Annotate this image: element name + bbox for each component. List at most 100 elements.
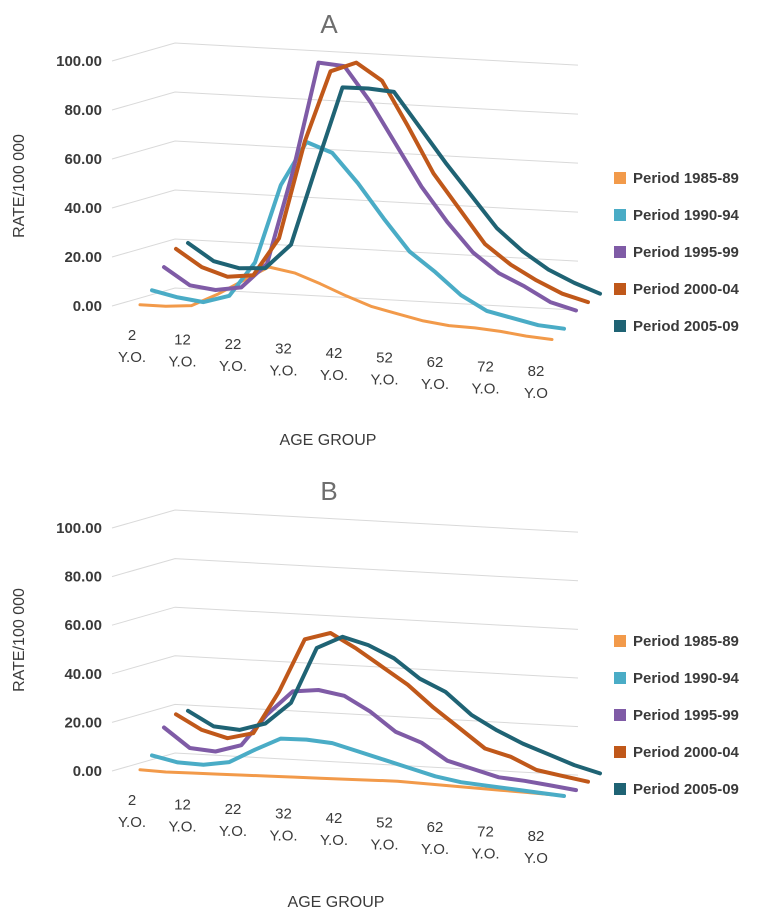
- legend-item: Period 1985-89: [614, 633, 739, 650]
- chart-a-y-tick-label: 0.00: [73, 298, 102, 315]
- category-number: 82: [528, 363, 545, 380]
- category-unit: Y.O.: [320, 367, 348, 384]
- chart-b-legend: Period 1985-89 Period 1990-94 Period 199…: [614, 633, 740, 798]
- category-number: 72: [477, 824, 494, 841]
- chart-b-x-category: 52 Y.O.: [370, 815, 398, 854]
- legend-item: Period 2000-04: [614, 744, 740, 761]
- category-number: 52: [376, 815, 393, 832]
- legend-swatch: [614, 783, 626, 795]
- category-number: 32: [275, 806, 292, 823]
- category-number: 62: [427, 819, 444, 836]
- category-unit: Y.O.: [118, 349, 146, 366]
- gridline: [111, 42, 579, 66]
- gridline: [111, 287, 579, 311]
- chart-a-x-category: 82 Y.O: [524, 363, 548, 402]
- chart-b-y-axis-title: RATE/100 000: [11, 588, 28, 692]
- legend-item: Period 1990-94: [614, 670, 740, 687]
- category-number: 72: [477, 359, 494, 376]
- legend-swatch: [614, 672, 626, 684]
- category-unit: Y.O.: [421, 841, 449, 858]
- chart-a-x-category: 42 Y.O.: [320, 345, 348, 384]
- chart-b-x-category: 42 Y.O.: [320, 810, 348, 849]
- category-number: 62: [427, 354, 444, 371]
- legend-swatch: [614, 709, 626, 721]
- chart-b-y-tick-label: 100.00: [56, 520, 102, 537]
- series-line-period-1985-89: [138, 265, 554, 341]
- chart-b-x-category: 72 Y.O.: [471, 824, 499, 863]
- gridline: [111, 703, 579, 728]
- chart-a-legend: Period 1985-89 Period 1990-94 Period 199…: [614, 170, 740, 335]
- chart-a-y-tick-label: 20.00: [64, 249, 102, 266]
- gridline: [111, 558, 579, 582]
- chart-b: B 0.00 20.00 40.00 60.00 80.00 100.00 RA…: [11, 476, 740, 911]
- chart-a-y-tick-label: 60.00: [64, 151, 102, 168]
- legend-label: Period 1995-99: [633, 707, 739, 724]
- legend-label: Period 1985-89: [633, 633, 739, 650]
- legend-item: Period 1990-94: [614, 207, 740, 224]
- chart-b-x-axis-title: AGE GROUP: [288, 894, 385, 911]
- chart-a-x-category: 22 Y.O.: [219, 336, 247, 375]
- legend-item: Period 1995-99: [614, 707, 739, 724]
- chart-a-x-axis-title: AGE GROUP: [280, 432, 377, 449]
- series-line-period-2000-04: [174, 60, 590, 305]
- chart-b-y-ticks: 0.00 20.00 40.00 60.00 80.00 100.00: [56, 520, 102, 780]
- series-line-period-2005-09: [186, 85, 602, 296]
- chart-a-y-tick-label: 80.00: [64, 102, 102, 119]
- chart-b-x-category: 32 Y.O.: [269, 806, 297, 845]
- chart-a-x-categories: 2 Y.O. 12 Y.O. 22 Y.O. 32 Y.O. 42 Y.O. 52 Y.O.…: [118, 327, 548, 402]
- category-unit: Y.O.: [168, 819, 196, 836]
- legend-item: Period 2000-04: [614, 281, 740, 298]
- legend-item: Period 1995-99: [614, 244, 739, 261]
- series-line-period-1990-94: [150, 736, 566, 798]
- chart-b-x-category: 22 Y.O.: [219, 801, 247, 840]
- chart-a-x-category: 72 Y.O.: [471, 359, 499, 398]
- chart-a-y-axis-title: RATE/100 000: [11, 134, 28, 238]
- legend-label: Period 1990-94: [633, 207, 740, 224]
- category-unit: Y.O.: [219, 823, 247, 840]
- category-unit: Y.O.: [118, 814, 146, 831]
- chart-b-x-category: 2 Y.O.: [118, 792, 146, 831]
- chart-b-y-tick-label: 0.00: [73, 763, 102, 780]
- gridline: [111, 91, 579, 115]
- gridline: [111, 509, 579, 533]
- legend-swatch: [614, 746, 626, 758]
- gridline: [111, 238, 579, 262]
- chart-a-x-category: 62 Y.O.: [421, 354, 449, 393]
- category-number: 2: [128, 792, 136, 809]
- series-line-period-1995-99: [162, 60, 578, 313]
- category-unit: Y.O.: [269, 828, 297, 845]
- legend-swatch: [614, 172, 626, 184]
- category-number: 32: [275, 341, 292, 358]
- category-number: 12: [174, 332, 191, 349]
- series-line-period-1995-99: [162, 688, 578, 793]
- category-number: 42: [326, 810, 343, 827]
- category-unit: Y.O.: [219, 358, 247, 375]
- category-number: 12: [174, 797, 191, 814]
- chart-b-title: B: [320, 476, 337, 506]
- legend-label: Period 1990-94: [633, 670, 740, 687]
- chart-a-x-category: 52 Y.O.: [370, 350, 398, 389]
- chart-a-y-tick-label: 40.00: [64, 200, 102, 217]
- chart-a-x-category: 32 Y.O.: [269, 341, 297, 380]
- category-number: 22: [225, 336, 242, 353]
- category-unit: Y.O.: [370, 372, 398, 389]
- category-unit: Y.O.: [269, 363, 297, 380]
- chart-a-gridlines: [111, 42, 579, 311]
- category-unit: Y.O.: [320, 832, 348, 849]
- series-line-period-2005-09: [186, 634, 602, 776]
- legend-swatch: [614, 635, 626, 647]
- legend-swatch: [614, 283, 626, 295]
- legend-swatch: [614, 246, 626, 258]
- chart-b-x-category: 82 Y.O: [524, 828, 548, 867]
- gridline: [111, 655, 579, 679]
- series-line-period-2000-04: [174, 631, 590, 784]
- category-unit: Y.O.: [471, 846, 499, 863]
- chart-b-x-category: 12 Y.O.: [168, 797, 196, 836]
- category-number: 82: [528, 828, 545, 845]
- legend-label: Period 1995-99: [633, 244, 739, 261]
- chart-b-y-tick-label: 20.00: [64, 714, 102, 731]
- gridline: [111, 140, 579, 164]
- legend-swatch: [614, 320, 626, 332]
- legend-label: Period 2005-09: [633, 781, 739, 798]
